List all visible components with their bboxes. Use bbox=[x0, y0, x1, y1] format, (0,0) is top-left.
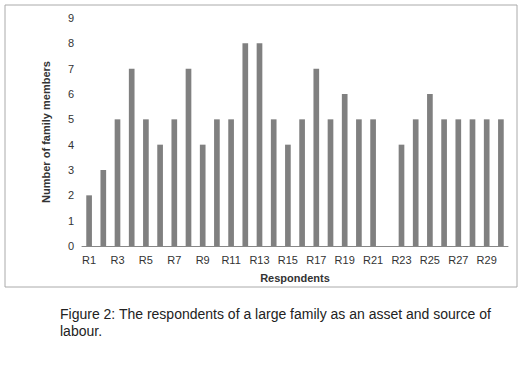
svg-text:4: 4 bbox=[68, 139, 74, 151]
svg-text:R15: R15 bbox=[278, 254, 298, 266]
svg-text:5: 5 bbox=[68, 113, 74, 125]
svg-text:6: 6 bbox=[68, 88, 74, 100]
svg-text:1: 1 bbox=[68, 215, 74, 227]
svg-text:R9: R9 bbox=[196, 254, 210, 266]
svg-text:8: 8 bbox=[68, 37, 74, 49]
svg-text:R27: R27 bbox=[448, 254, 468, 266]
svg-text:R17: R17 bbox=[306, 254, 326, 266]
svg-text:R23: R23 bbox=[391, 254, 411, 266]
svg-text:R7: R7 bbox=[167, 254, 181, 266]
svg-text:2: 2 bbox=[68, 189, 74, 201]
svg-text:R19: R19 bbox=[335, 254, 355, 266]
svg-text:7: 7 bbox=[68, 63, 74, 75]
svg-text:R25: R25 bbox=[420, 254, 440, 266]
svg-text:R29: R29 bbox=[477, 254, 497, 266]
svg-text:R21: R21 bbox=[363, 254, 383, 266]
svg-text:Number of family members: Number of family members bbox=[40, 61, 52, 203]
svg-text:0: 0 bbox=[68, 240, 74, 252]
svg-text:R5: R5 bbox=[139, 254, 153, 266]
svg-text:labour.: labour. bbox=[60, 323, 102, 339]
svg-text:Respondents: Respondents bbox=[260, 272, 330, 284]
svg-text:R3: R3 bbox=[110, 254, 124, 266]
svg-text:Figure 2: The respondents of a: Figure 2: The respondents of a large fam… bbox=[60, 306, 495, 322]
svg-text:3: 3 bbox=[68, 164, 74, 176]
svg-text:R1: R1 bbox=[82, 254, 96, 266]
svg-text:9: 9 bbox=[68, 12, 74, 24]
svg-text:R13: R13 bbox=[249, 254, 269, 266]
svg-text:R11: R11 bbox=[221, 254, 240, 266]
